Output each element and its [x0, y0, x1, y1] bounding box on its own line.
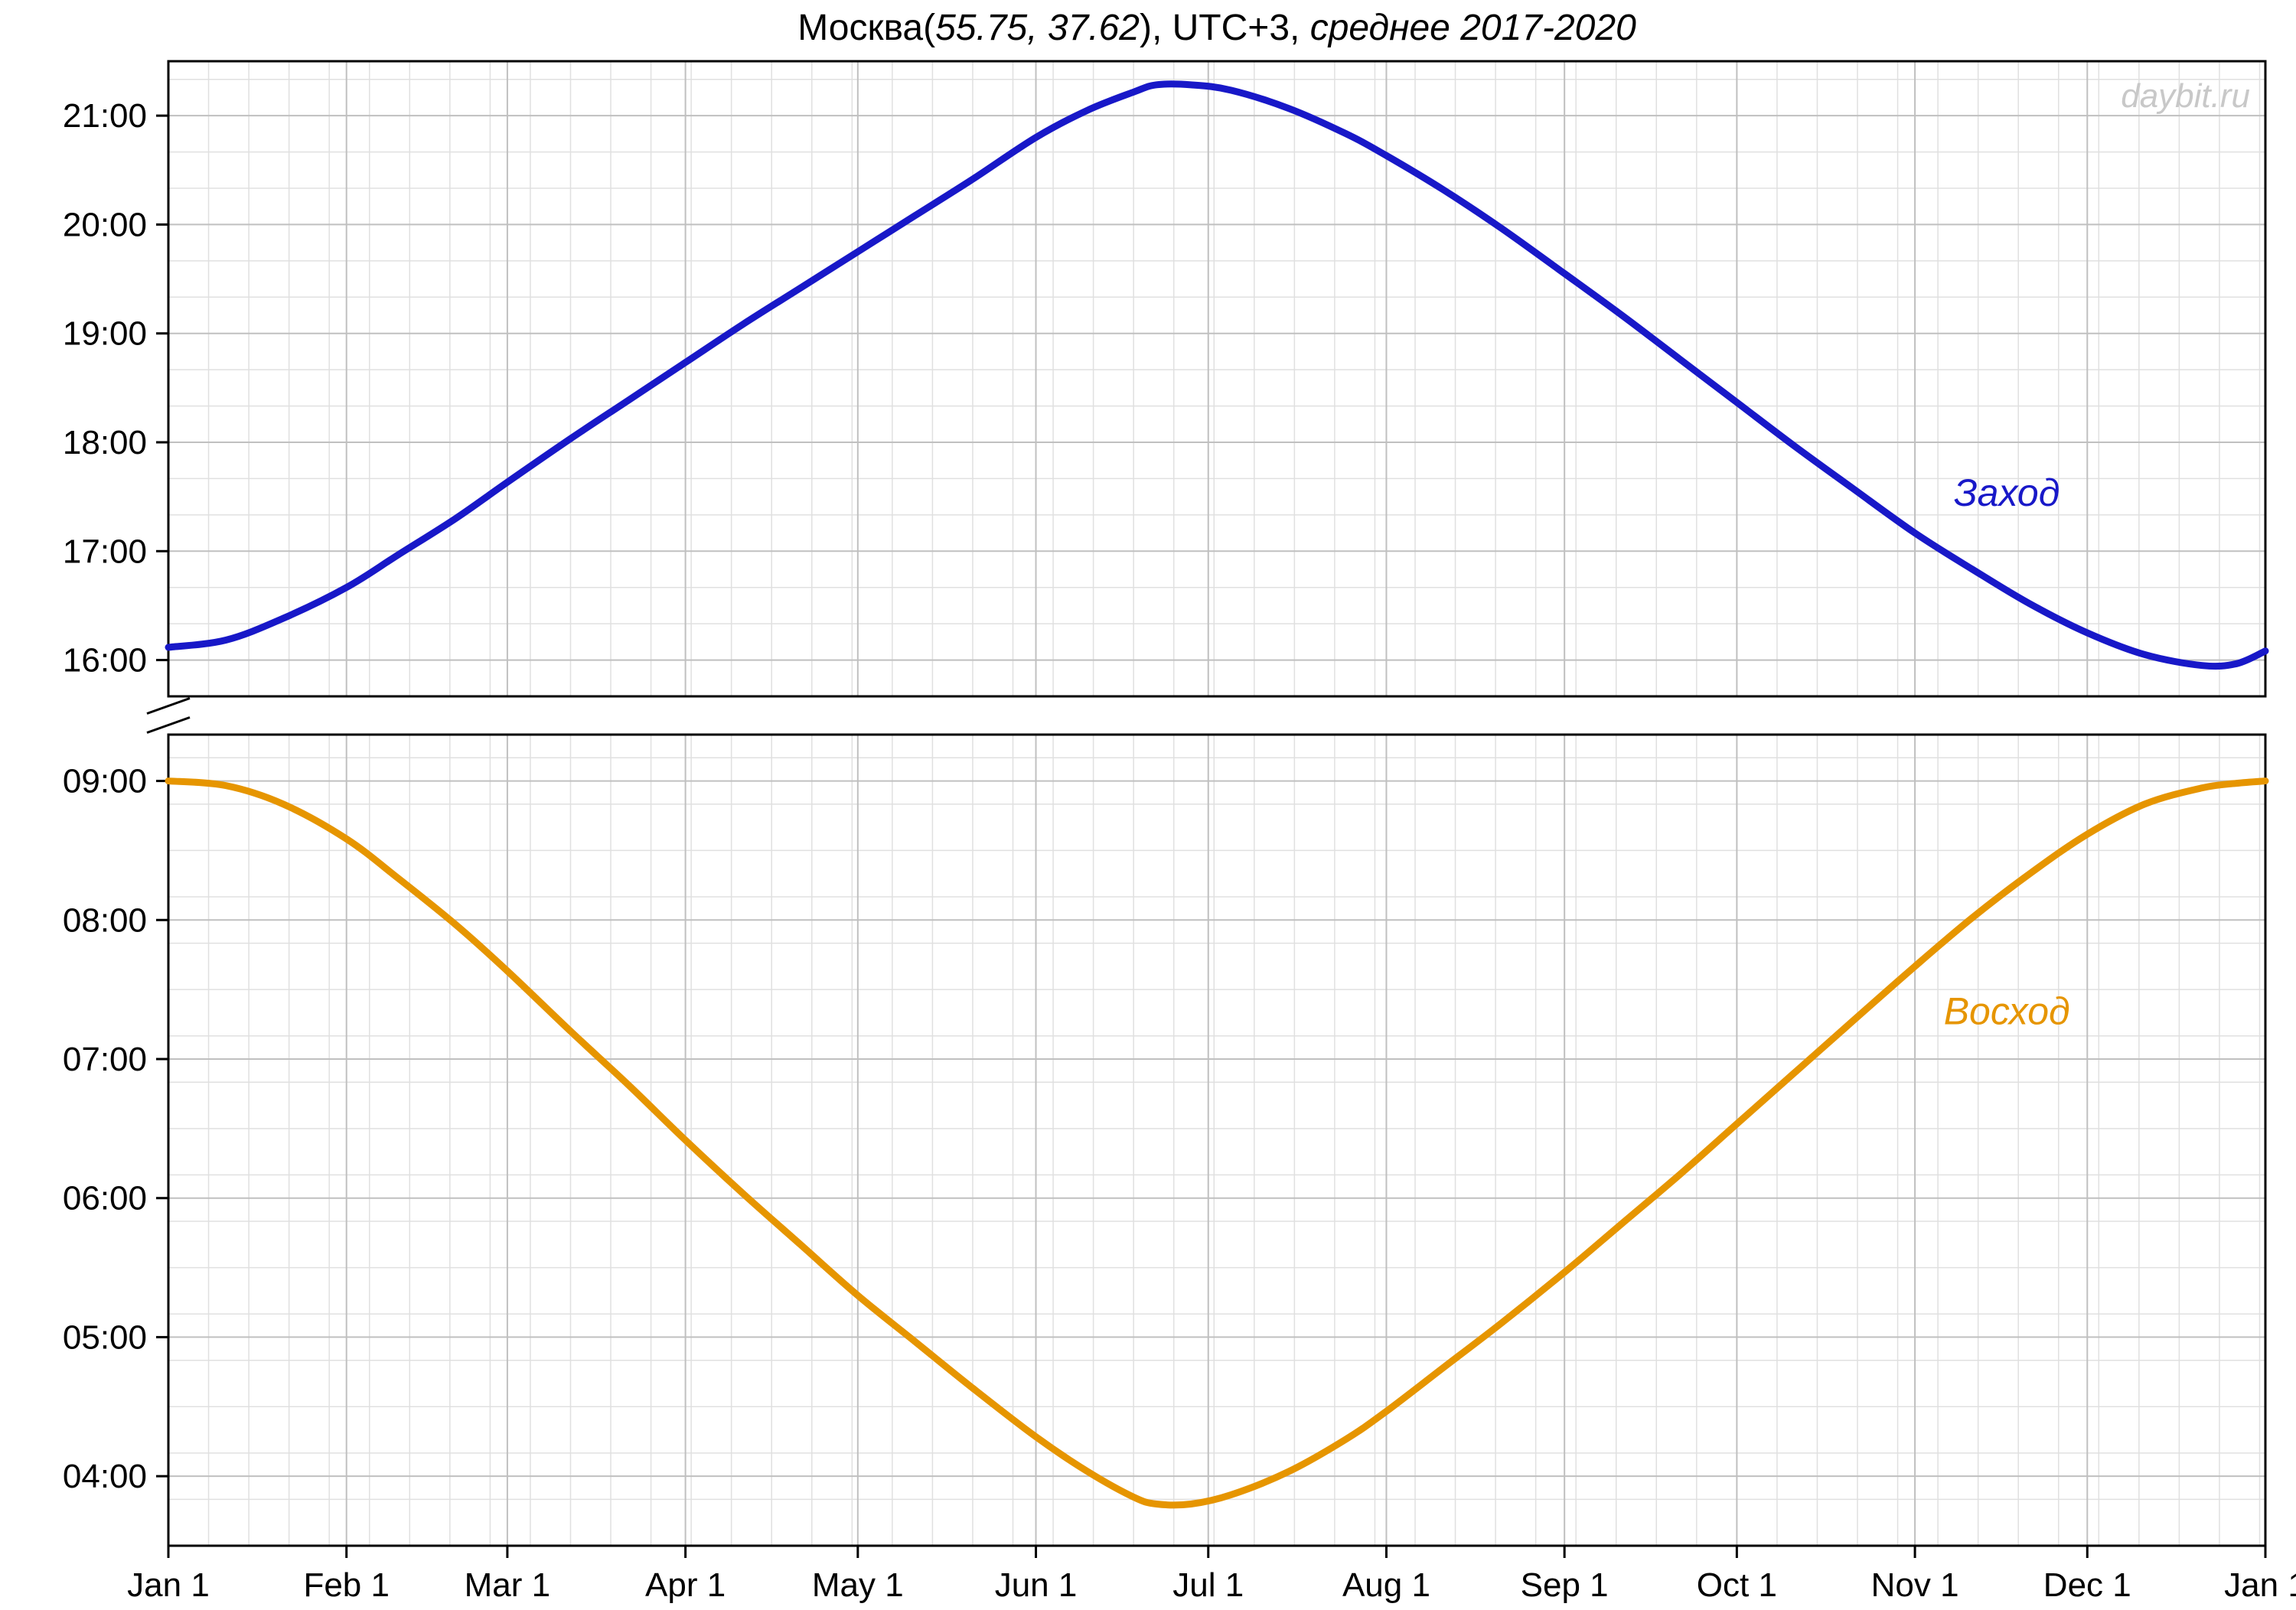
sunrise-label: Восход: [1944, 990, 2070, 1033]
x-tick-label: Jan 1: [2224, 1566, 2296, 1604]
x-axis-ticks: Jan 1 Feb 1 Mar 1 Apr 1 May 1 Jun 1 Jul 1 Aug 1…: [127, 1546, 2296, 1604]
grid-major-horizontal: [168, 116, 2265, 1476]
x-tick-label: Jan 1: [127, 1566, 210, 1604]
x-tick-label: Mar 1: [465, 1566, 550, 1604]
title-paren-close: ),: [1140, 8, 1172, 48]
y-tick-label: 16:00: [63, 642, 147, 680]
y-tick-label: 20:00: [63, 206, 147, 243]
x-tick-label: Jul 1: [1172, 1566, 1244, 1604]
chart-title: Москва(55.75, 37.62), UTC+3, среднее 201…: [797, 8, 1636, 48]
watermark: daybit.ru: [2121, 77, 2250, 115]
x-tick-label: Aug 1: [1342, 1566, 1430, 1604]
title-paren-open: (: [923, 8, 935, 48]
x-tick-label: Apr 1: [645, 1566, 726, 1604]
lower-panel-border: [168, 735, 2265, 1546]
x-tick-label: Oct 1: [1697, 1566, 1777, 1604]
upper-panel-border: [168, 61, 2265, 696]
grid-minor-vertical: [168, 61, 2259, 1546]
x-tick-label: May 1: [812, 1566, 904, 1604]
sunrise-line: [168, 781, 2265, 1505]
chart-svg: Jan 1 Feb 1 Mar 1 Apr 1 May 1 Jun 1 Jul 1 Aug 1…: [0, 0, 2296, 1610]
y-tick-label: 05:00: [63, 1318, 147, 1356]
title-avg: среднее 2017-2020: [1310, 8, 1636, 48]
grid-minor-horizontal: [168, 80, 2265, 1546]
chart-container: Jan 1 Feb 1 Mar 1 Apr 1 May 1 Jun 1 Jul 1 Aug 1…: [0, 0, 2296, 1610]
x-tick-label: Jun 1: [995, 1566, 1078, 1604]
y-axis-ticks: 16:00 17:00 18:00 19:00 20:00 21:00 04:00 05:00…: [63, 97, 168, 1495]
sunset-label: Заход: [1954, 471, 2060, 514]
y-tick-label: 17:00: [63, 533, 147, 570]
title-city: Москва: [797, 8, 923, 48]
y-tick-label: 04:00: [63, 1458, 147, 1495]
y-tick-label: 08:00: [63, 901, 147, 939]
axis-break-marks: [147, 699, 190, 733]
x-tick-label: Sep 1: [1521, 1566, 1609, 1604]
y-tick-label: 19:00: [63, 315, 147, 353]
y-tick-label: 09:00: [63, 763, 147, 800]
y-tick-label: 07:00: [63, 1041, 147, 1078]
x-tick-label: Nov 1: [1871, 1566, 1959, 1604]
title-sep: ,: [1290, 8, 1310, 48]
x-tick-label: Dec 1: [2043, 1566, 2131, 1604]
title-tz: UTC+3: [1172, 8, 1290, 48]
sunset-line: [168, 84, 2265, 666]
title-coords: 55.75, 37.62: [935, 8, 1140, 48]
grid-major-vertical: [168, 61, 2265, 1546]
y-tick-label: 18:00: [63, 424, 147, 461]
y-tick-label: 21:00: [63, 97, 147, 135]
y-tick-label: 06:00: [63, 1180, 147, 1217]
x-tick-label: Feb 1: [303, 1566, 390, 1604]
